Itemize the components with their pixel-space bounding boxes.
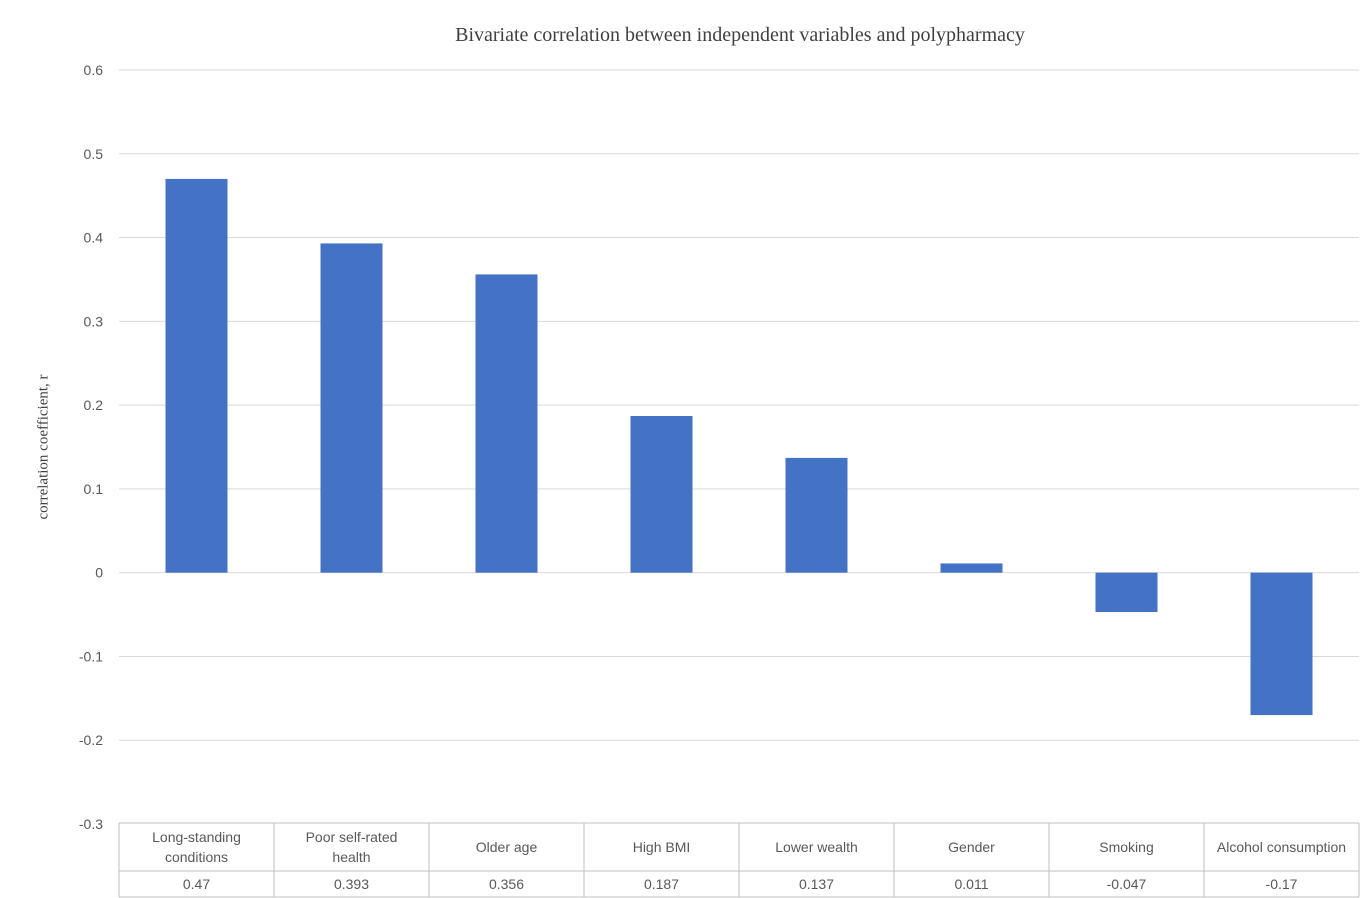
value-label: -0.17 (1266, 876, 1298, 892)
y-tick-label: 0.1 (84, 481, 104, 497)
value-label: 0.137 (799, 876, 834, 892)
y-tick-label: -0.1 (79, 648, 103, 664)
category-label: Long-standing conditions (152, 829, 241, 865)
value-label: 0.356 (489, 876, 524, 892)
category-label: Gender (948, 839, 995, 855)
value-label: -0.047 (1107, 876, 1147, 892)
bar (785, 457, 848, 573)
bar (630, 416, 693, 573)
y-tick-label: -0.3 (79, 816, 103, 832)
category-label: Smoking (1099, 839, 1153, 855)
value-label: 0.47 (183, 876, 210, 892)
bar (940, 563, 1003, 573)
category-label: Older age (476, 839, 538, 855)
y-tick-label: 0.2 (84, 397, 104, 413)
y-tick-label: 0.4 (84, 230, 104, 246)
bar (1095, 572, 1158, 613)
bar (320, 243, 383, 573)
value-label: 0.187 (644, 876, 679, 892)
value-label: 0.393 (334, 876, 369, 892)
y-tick-label: 0 (95, 565, 103, 581)
category-label: Alcohol consumption (1217, 839, 1346, 855)
y-tick-label: -0.2 (79, 732, 103, 748)
y-tick-label: 0.6 (84, 62, 104, 78)
chart-title: Bivariate correlation between independen… (455, 24, 1025, 46)
value-label: 0.011 (955, 876, 989, 892)
y-tick-label: 0.3 (84, 313, 104, 329)
category-label: Lower wealth (775, 839, 858, 855)
bar (475, 274, 538, 573)
category-label: Poor self-rated health (306, 829, 398, 865)
bar (1250, 572, 1313, 716)
category-label: High BMI (633, 839, 691, 855)
y-tick-label: 0.5 (84, 146, 104, 162)
bar (165, 178, 228, 573)
